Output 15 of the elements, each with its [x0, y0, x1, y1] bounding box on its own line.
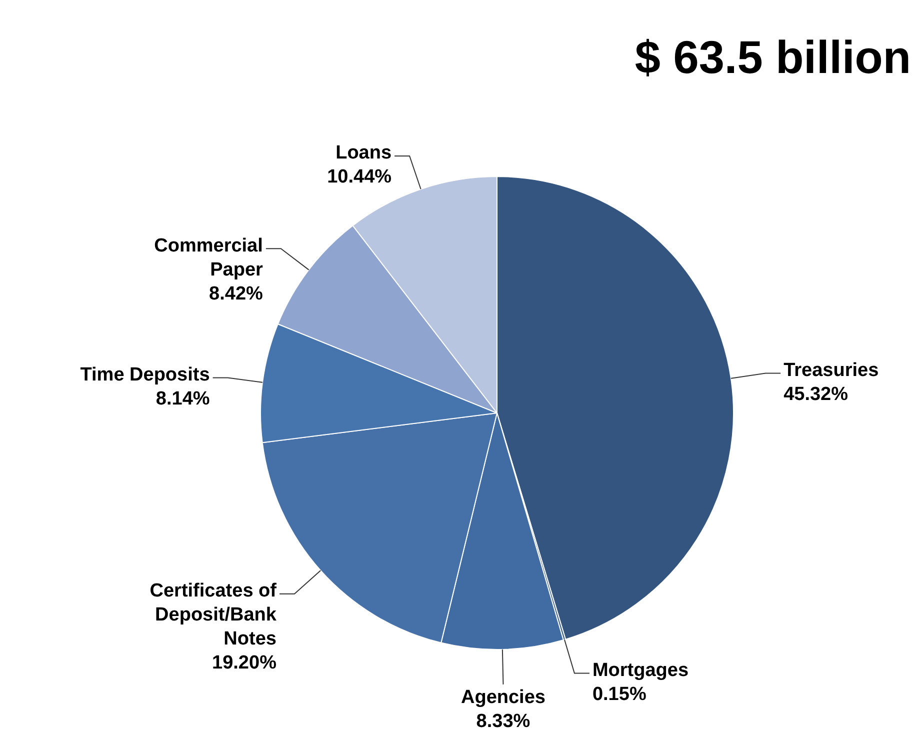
slice-label: Agencies	[460, 687, 546, 708]
data-label: 10.44%	[327, 166, 392, 188]
data-label: 8.33%	[476, 711, 530, 732]
data-label: 8.14%	[156, 388, 210, 410]
data-label: 8.42%	[209, 283, 264, 304]
data-label: 45.32%	[784, 384, 848, 405]
slice-label: Commercial Paper	[154, 235, 264, 280]
slice-label: Mortgages	[592, 660, 689, 681]
data-label: 19.20%	[212, 652, 277, 674]
slice-label: Treasuries	[784, 360, 879, 381]
slice-label: Certificates of Deposit/Bank Notes	[150, 580, 278, 650]
data-label: 0.15%	[592, 684, 646, 705]
slice-label: Time Deposits	[80, 364, 210, 386]
chart-title: $ 63.5 billion	[634, 30, 911, 84]
slice-label: Loans	[336, 142, 392, 164]
